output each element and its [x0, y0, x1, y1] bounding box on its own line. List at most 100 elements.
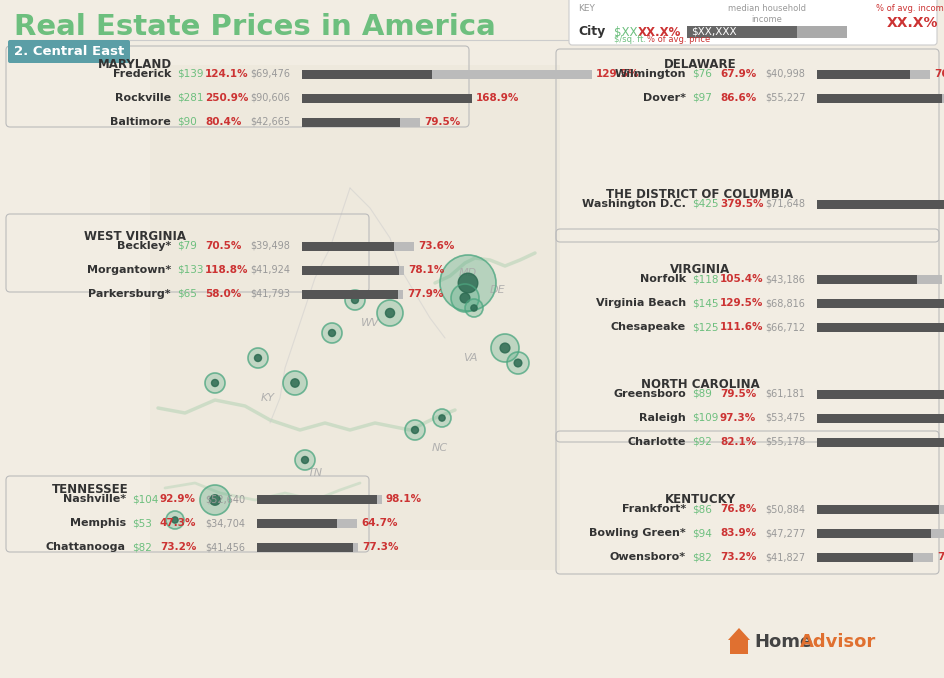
Text: 79.5%: 79.5% [720, 389, 756, 399]
Bar [817, 437, 944, 447]
Text: $55,227: $55,227 [765, 93, 805, 103]
Bar [337, 519, 357, 527]
Text: $145: $145 [692, 298, 718, 308]
Bar [917, 275, 942, 283]
Bar [394, 241, 414, 250]
Text: $90: $90 [177, 117, 196, 127]
Text: $425: $425 [692, 199, 718, 209]
Text: $90,606: $90,606 [250, 93, 290, 103]
Text: $39,498: $39,498 [250, 241, 290, 251]
Text: % of avg. income: % of avg. income [875, 4, 944, 13]
Circle shape [211, 380, 218, 386]
Text: 250.9%: 250.9% [205, 93, 248, 103]
Circle shape [500, 343, 510, 353]
Text: 77.9%: 77.9% [407, 289, 444, 299]
Text: NORTH CAROLINA: NORTH CAROLINA [641, 378, 759, 391]
Text: Wilmington: Wilmington [615, 69, 686, 79]
Bar [432, 70, 592, 79]
Circle shape [248, 348, 268, 368]
Circle shape [351, 296, 359, 304]
Text: 98.1%: 98.1% [386, 494, 422, 504]
Bar [302, 290, 398, 298]
Text: $61,181: $61,181 [765, 389, 805, 399]
Text: VA: VA [463, 353, 478, 363]
Bar [939, 504, 944, 513]
Text: KY: KY [261, 393, 275, 403]
Text: 2. Central East: 2. Central East [14, 45, 124, 58]
Bar [817, 94, 942, 102]
FancyBboxPatch shape [150, 65, 560, 570]
Text: $89: $89 [692, 389, 712, 399]
Text: NC: NC [432, 443, 448, 453]
Text: 77.3%: 77.3% [362, 542, 398, 552]
Circle shape [205, 373, 225, 393]
Circle shape [200, 485, 230, 515]
Text: $40,998: $40,998 [765, 69, 805, 79]
Circle shape [471, 305, 477, 311]
Text: 97.3%: 97.3% [720, 413, 756, 423]
Circle shape [166, 511, 184, 529]
Text: DELAWARE: DELAWARE [664, 58, 736, 71]
Text: $139: $139 [177, 69, 204, 79]
Text: $133: $133 [177, 265, 204, 275]
Text: TN: TN [308, 468, 323, 478]
Text: % of avg. price: % of avg. price [647, 35, 710, 43]
Text: $53: $53 [132, 518, 152, 528]
Text: $281: $281 [177, 93, 204, 103]
Text: $92: $92 [692, 437, 712, 447]
Text: $41,793: $41,793 [250, 289, 290, 299]
Text: 379.5%: 379.5% [720, 199, 764, 209]
Circle shape [440, 255, 496, 311]
Text: $66,712: $66,712 [765, 322, 805, 332]
Text: Baltimore: Baltimore [110, 117, 171, 127]
Polygon shape [728, 628, 750, 640]
Text: Memphis: Memphis [70, 518, 126, 528]
Text: 129.5%: 129.5% [720, 298, 764, 308]
Text: KENTUCKY: KENTUCKY [665, 493, 735, 506]
Text: $125: $125 [692, 322, 718, 332]
Bar [377, 494, 382, 504]
Text: 67.9%: 67.9% [720, 69, 756, 79]
Text: Norfolk: Norfolk [640, 274, 686, 284]
Circle shape [295, 450, 315, 470]
Text: $104: $104 [132, 494, 159, 504]
Text: Charlotte: Charlotte [628, 437, 686, 447]
Bar [817, 553, 913, 561]
Text: Dover*: Dover* [643, 93, 686, 103]
Text: Greensboro: Greensboro [614, 389, 686, 399]
Circle shape [322, 323, 342, 343]
Circle shape [291, 379, 299, 387]
Text: 70.5%: 70.5% [205, 241, 242, 251]
Bar [399, 266, 404, 275]
Bar [257, 494, 377, 504]
Text: $34,704: $34,704 [205, 518, 245, 528]
Circle shape [283, 371, 307, 395]
Circle shape [377, 300, 403, 326]
Text: 80.4%: 80.4% [205, 117, 242, 127]
Bar [942, 94, 944, 102]
Text: 105.4%: 105.4% [720, 274, 764, 284]
FancyBboxPatch shape [569, 0, 937, 45]
Circle shape [514, 359, 522, 367]
Bar [817, 70, 910, 79]
Text: $47,277: $47,277 [765, 528, 805, 538]
Text: Frederick: Frederick [112, 69, 171, 79]
Text: XX.X%: XX.X% [638, 26, 682, 39]
Bar [913, 553, 933, 561]
Bar [817, 528, 931, 538]
Text: THE DISTRICT OF COLUMBIA: THE DISTRICT OF COLUMBIA [606, 188, 794, 201]
Text: $109: $109 [692, 413, 718, 423]
Bar [353, 542, 358, 551]
Text: TENNESSEE: TENNESSEE [52, 483, 128, 496]
Text: $71,648: $71,648 [765, 199, 805, 209]
Text: 78.0%: 78.0% [937, 552, 944, 562]
Text: $82: $82 [132, 542, 152, 552]
Circle shape [439, 415, 446, 421]
Circle shape [385, 308, 395, 317]
Text: Beckley*: Beckley* [117, 241, 171, 251]
Circle shape [301, 456, 309, 464]
Text: 78.1%: 78.1% [408, 265, 445, 275]
FancyBboxPatch shape [8, 40, 130, 63]
Text: 73.2%: 73.2% [160, 542, 196, 552]
Text: Morgantown*: Morgantown* [87, 265, 171, 275]
